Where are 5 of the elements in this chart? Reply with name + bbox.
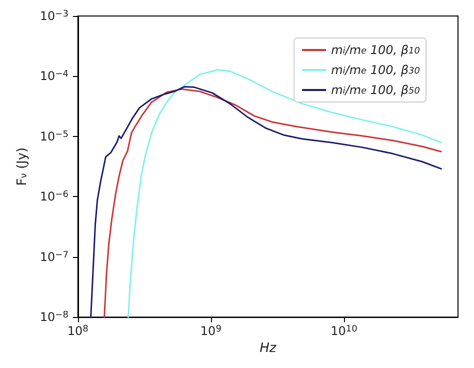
legend-label: mi/me 100, β50 <box>331 83 420 97</box>
y-axis-title: Fν (Jy) <box>15 147 30 186</box>
legend-label: mi/me 100, β10 <box>331 43 420 57</box>
x-axis-title: Hz <box>260 341 278 356</box>
legend-label: mi/me 100, β30 <box>331 63 420 77</box>
